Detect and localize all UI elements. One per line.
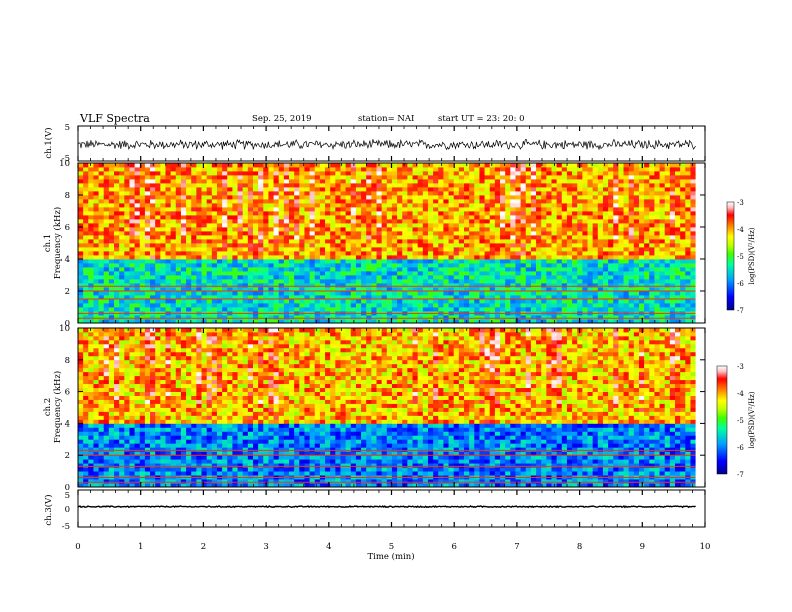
ch1-spec-ytick-1: 2 [65, 287, 70, 297]
ch1-spec-ytick-2: 4 [65, 255, 70, 265]
ch1-spec-ytick-0: 0 [65, 319, 70, 329]
ch3-ytick-mid: 0 [65, 505, 70, 515]
ch1-waveform-trace [77, 138, 696, 151]
ch1-ytick-bottom: -5 [62, 154, 70, 164]
ch3-ylabel: ch.3(V) [43, 494, 54, 525]
ch1-colorbar-tick-1: -4 [737, 226, 744, 234]
start-time-label: start UT = 23: 20: 0 [438, 114, 525, 124]
ch2-spec-ytick-3: 6 [65, 388, 70, 398]
ch2-spectrogram-panel: 0 2 4 6 8 10 ch.2 Frequency (kHz) [43, 324, 706, 493]
ch2-colorbar-tick-4: -7 [737, 471, 744, 479]
ch1-spectrogram-cells [78, 163, 705, 324]
ch3-ytick-bottom: -5 [62, 522, 70, 532]
x-tick-label-7: 7 [514, 542, 519, 552]
x-tick-label-10: 10 [700, 542, 711, 552]
x-tick-label-6: 6 [451, 542, 456, 552]
ch1-spec-ytick-5: 10 [59, 159, 70, 169]
ch2-spec-ytick-0: 0 [65, 483, 70, 493]
ch2-colorbar-label: log(PSD)(V²/Hz) [748, 391, 756, 448]
ch1-colorbar-tick-3: -6 [737, 280, 744, 288]
figure-title: VLF Spectra [80, 112, 150, 125]
ch1-colorbar-tick-4: -7 [737, 307, 744, 315]
ch2-spec-ytick-4: 8 [65, 356, 70, 366]
ch2-spec-ytick-5: 10 [59, 324, 70, 334]
x-axis-label: Time (min) [367, 551, 414, 562]
ch2-spec-ytick-2: 4 [65, 419, 70, 429]
ch1-waveform-panel: 5 -5 ch.1(V) [43, 123, 706, 164]
x-tick-label-1: 1 [138, 542, 143, 552]
ch1-spec-ytick-4: 8 [65, 191, 70, 201]
ch2-spec-ytick-1: 2 [65, 451, 70, 461]
x-tick-label-5: 5 [389, 542, 394, 552]
x-tick-label-2: 2 [201, 542, 206, 552]
x-axis-tick-labels: 0 1 2 3 4 5 6 7 8 9 10 [75, 542, 710, 552]
x-tick-label-3: 3 [263, 542, 268, 552]
ch1-spec-ylabel-top: ch.1 [43, 234, 53, 252]
ch2-spec-ylabel: Frequency (kHz) [52, 371, 63, 443]
ch2-colorbar-tick-0: -3 [737, 363, 744, 371]
ch1-colorbar: -3 -4 -5 -6 -7 log(PSD)(V²/Hz) [726, 199, 756, 315]
station-label: station= NAI [358, 114, 415, 124]
ch1-spec-ytick-3: 6 [65, 223, 70, 233]
ch3-waveform-trace [77, 504, 696, 509]
date-label: Sep. 25, 2019 [252, 114, 312, 124]
ch2-colorbar-tick-2: -5 [737, 417, 744, 425]
x-tick-label-4: 4 [326, 542, 331, 552]
ch3-waveform-panel: 5 0 -5 ch.3(V) [43, 489, 706, 532]
ch1-spec-ylabel: Frequency (kHz) [52, 207, 63, 279]
ch3-ytick-top: 5 [65, 491, 70, 501]
x-tick-label-0: 0 [75, 542, 80, 552]
ch1-ylabel: ch.1(V) [43, 127, 54, 158]
ch1-spectrogram-panel: 0 2 4 6 8 10 ch.1 Frequency (kHz) [43, 159, 706, 329]
time-ticks [77, 126, 706, 527]
ch2-spec-ylabel-top: ch.2 [43, 398, 53, 416]
ch2-colorbar: -3 -4 -5 -6 -7 log(PSD)(V²/Hz) [716, 363, 756, 479]
ch2-colorbar-tick-1: -4 [737, 390, 744, 398]
ch1-ytick-top: 5 [65, 123, 70, 133]
ch1-colorbar-label: log(PSD)(V²/Hz) [748, 227, 756, 284]
x-tick-label-8: 8 [577, 542, 582, 552]
ch1-colorbar-tick-2: -5 [737, 253, 744, 261]
x-tick-label-9: 9 [640, 542, 645, 552]
ch1-colorbar-tick-0: -3 [737, 199, 744, 207]
ch2-spectrogram-cells [78, 328, 705, 488]
ch2-colorbar-tick-3: -6 [737, 444, 744, 452]
